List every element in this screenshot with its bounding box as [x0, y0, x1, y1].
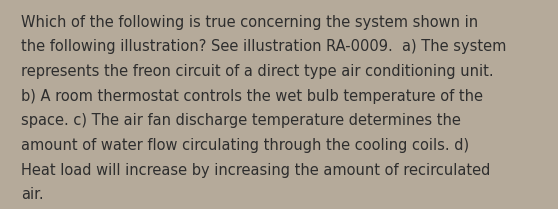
Text: Which of the following is true concerning the system shown in: Which of the following is true concernin… [21, 15, 478, 30]
Text: Heat load will increase by increasing the amount of recirculated: Heat load will increase by increasing th… [21, 163, 490, 178]
Text: air.: air. [21, 187, 44, 202]
Text: space. c) The air fan discharge temperature determines the: space. c) The air fan discharge temperat… [21, 113, 461, 128]
Text: represents the freon circuit of a direct type air conditioning unit.: represents the freon circuit of a direct… [21, 64, 494, 79]
Text: the following illustration? See illustration RA-0009.  a) The system: the following illustration? See illustra… [21, 39, 507, 54]
Text: b) A room thermostat controls the wet bulb temperature of the: b) A room thermostat controls the wet bu… [21, 89, 483, 104]
Text: amount of water flow circulating through the cooling coils. d): amount of water flow circulating through… [21, 138, 469, 153]
